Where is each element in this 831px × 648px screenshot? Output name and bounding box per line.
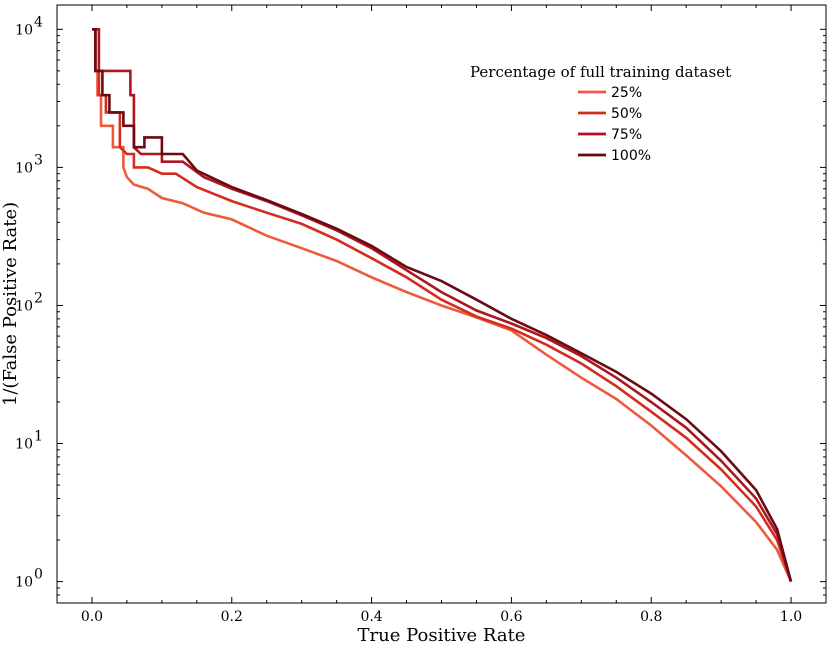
legend: Percentage of full training dataset 25% 5… (470, 63, 731, 164)
y-tick-label: 10 (15, 437, 33, 453)
y-tick-label: 10 (15, 298, 33, 314)
y-tick-exponent: 1 (34, 429, 43, 445)
plot-frame (56, 4, 827, 604)
y-tick-exponent: 2 (34, 290, 43, 306)
x-tick-label: 0.8 (640, 609, 662, 625)
y-tick-exponent: 3 (34, 152, 43, 168)
series-line-100pct (92, 28, 793, 582)
x-tick-label: 0.0 (81, 609, 103, 625)
legend-label: 50% (611, 106, 642, 122)
legend-label: 100% (611, 148, 651, 164)
series-line-75pct (92, 28, 793, 582)
x-tick-label: 1.0 (780, 609, 802, 625)
x-tick-label: 0.6 (500, 609, 522, 625)
x-axis-title: True Positive Rate (358, 625, 526, 646)
y-tick-exponent: 4 (34, 14, 43, 30)
x-tick-label: 0.4 (360, 609, 382, 625)
series-layer (92, 28, 793, 583)
y-tick-label: 10 (15, 160, 33, 176)
series-line-25pct (92, 28, 793, 583)
legend-title: Percentage of full training dataset (470, 63, 731, 81)
y-tick-label: 10 (15, 22, 33, 38)
y-tick-label: 10 (15, 575, 33, 591)
x-tick-label: 0.2 (221, 609, 243, 625)
y-axis-title: 1/(False Positive Rate) (0, 202, 21, 406)
legend-label: 75% (611, 127, 642, 143)
y-tick-exponent: 0 (34, 567, 43, 583)
legend-label: 25% (611, 85, 642, 101)
series-line-50pct (92, 28, 793, 583)
